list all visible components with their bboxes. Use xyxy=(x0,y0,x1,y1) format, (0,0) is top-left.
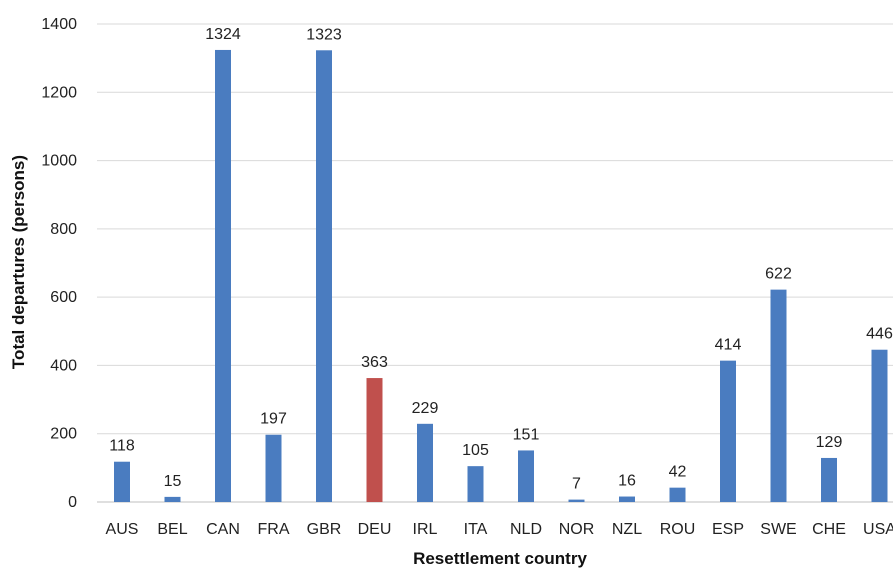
x-tick-label-swe: SWE xyxy=(760,521,796,538)
bar-nzl xyxy=(619,496,635,502)
x-tick-label-rou: ROU xyxy=(660,521,696,538)
bar-ita xyxy=(467,466,484,502)
data-label-ita: 105 xyxy=(462,442,489,459)
x-tick-label-che: CHE xyxy=(812,521,846,538)
data-label-irl: 229 xyxy=(412,400,439,417)
x-tick-label-bel: BEL xyxy=(157,521,187,538)
data-label-aus: 118 xyxy=(109,438,135,455)
data-label-esp: 414 xyxy=(715,337,742,354)
data-label-rou: 42 xyxy=(669,464,687,481)
y-tick-label: 400 xyxy=(50,357,77,374)
bar-usa xyxy=(871,349,888,502)
data-label-deu: 363 xyxy=(361,354,388,371)
x-tick-label-nzl: NZL xyxy=(612,521,642,538)
x-tick-label-irl: IRL xyxy=(413,521,438,538)
x-axis-title: Resettlement country xyxy=(413,549,587,568)
bar-nor xyxy=(568,499,585,502)
bar-nld xyxy=(518,450,534,502)
x-tick-label-deu: DEU xyxy=(358,521,392,538)
data-label-swe: 622 xyxy=(765,266,792,283)
y-tick-label: 1000 xyxy=(41,153,77,170)
bar-gbr xyxy=(316,50,332,502)
bars xyxy=(114,49,888,502)
x-tick-label-nor: NOR xyxy=(559,521,595,538)
bar-irl xyxy=(417,423,433,502)
y-tick-label: 0 xyxy=(68,494,77,511)
x-tick-label-usa: USA xyxy=(863,521,893,538)
x-tick-label-fra: FRA xyxy=(258,521,290,538)
y-tick-label: 1200 xyxy=(41,84,77,101)
x-tick-labels: AUS BEL CAN FRA GBR DEU IRL ITA NLD NOR NZL ROU ESP S… xyxy=(106,521,893,538)
x-tick-label-can: CAN xyxy=(206,521,240,538)
data-label-nzl: 16 xyxy=(618,473,636,490)
data-label-can: 1324 xyxy=(205,26,241,43)
data-label-usa: 446 xyxy=(866,326,893,343)
data-label-fra: 197 xyxy=(260,411,287,428)
data-label-che: 129 xyxy=(816,434,843,451)
bar-esp xyxy=(720,360,736,502)
bar-deu xyxy=(366,378,383,502)
bar-aus xyxy=(114,461,130,502)
bar-can xyxy=(215,49,231,502)
x-tick-label-aus: AUS xyxy=(106,521,139,538)
data-label-bel: 15 xyxy=(164,473,182,490)
x-tick-label-gbr: GBR xyxy=(307,521,342,538)
data-label-gbr: 1323 xyxy=(306,26,342,43)
y-axis-title: Total departures (persons) xyxy=(9,155,28,369)
bar-swe xyxy=(770,289,787,502)
y-tick-label: 800 xyxy=(50,221,77,238)
y-tick-labels: 0 200 400 600 800 1000 1200 1400 xyxy=(41,16,77,511)
bar-rou xyxy=(669,487,686,502)
bar-bel xyxy=(164,496,181,502)
y-tick-label: 200 xyxy=(50,426,77,443)
data-labels: 118 15 1324 197 1323 363 229 105 151 7 16 42 414 622 1… xyxy=(109,26,893,493)
bar-fra xyxy=(265,434,282,502)
x-tick-label-ita: ITA xyxy=(464,521,488,538)
bar-che xyxy=(821,457,837,502)
y-tick-label: 1400 xyxy=(41,16,77,33)
x-tick-label-nld: NLD xyxy=(510,521,542,538)
data-label-nld: 151 xyxy=(513,426,540,443)
x-tick-label-esp: ESP xyxy=(712,521,744,538)
data-label-nor: 7 xyxy=(572,476,581,493)
y-tick-label: 600 xyxy=(50,289,77,306)
